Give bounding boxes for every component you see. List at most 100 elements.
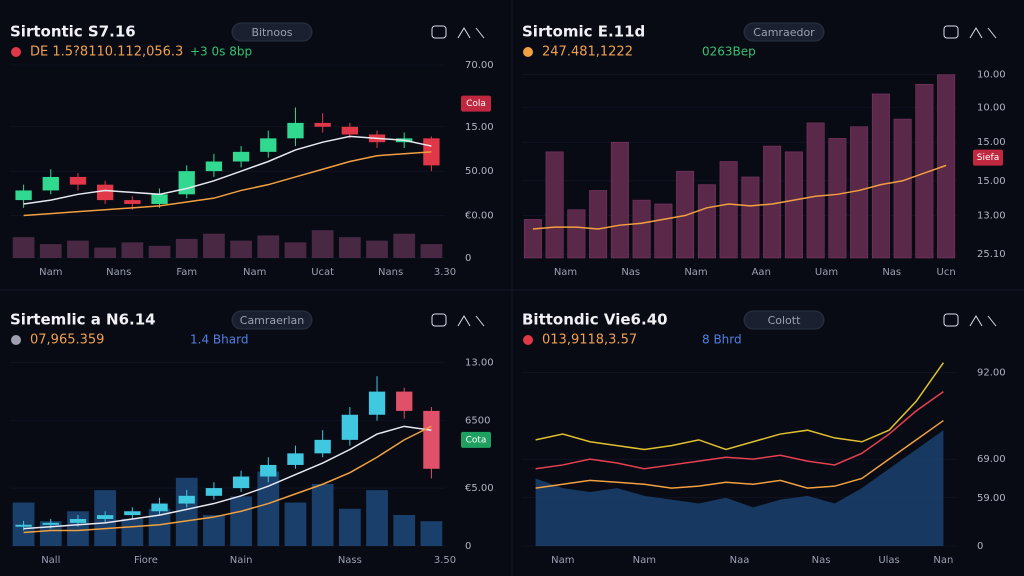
candle-body — [341, 414, 358, 440]
x-tick-label: Nam — [39, 267, 62, 278]
badge-label[interactable]: Bitnoos — [251, 26, 292, 39]
y-tick-label: 0 — [977, 541, 983, 552]
volume-bar — [203, 514, 225, 546]
x-tick-label: Nam — [684, 267, 707, 278]
moving-average — [23, 425, 432, 530]
bar — [871, 93, 890, 259]
volume-bar — [230, 240, 252, 258]
candle-body — [260, 138, 277, 152]
candle-body — [260, 464, 277, 477]
moving-average — [535, 390, 944, 470]
icon-button[interactable] — [457, 27, 485, 39]
candle-body — [124, 511, 141, 516]
candle-body — [314, 122, 331, 127]
price: 247.481,1222 — [542, 45, 633, 60]
moving-average — [535, 362, 945, 451]
price-tag-label: Cota — [466, 435, 487, 445]
y-tick-label: 0 — [465, 253, 471, 264]
badge-label[interactable]: Camraedor — [753, 26, 815, 39]
candle-body — [97, 184, 114, 201]
candle-body — [232, 476, 250, 489]
moving-average — [23, 135, 432, 205]
candle-body — [232, 151, 250, 162]
y-tick-label: 15.00 — [977, 137, 1006, 148]
bar — [763, 145, 782, 259]
candle-body — [314, 439, 331, 454]
x-tick-label: Nain — [230, 555, 253, 566]
area — [535, 430, 944, 546]
candle-body — [151, 503, 168, 512]
y-tick-label: €5.00 — [465, 483, 494, 494]
volume-bar — [148, 508, 171, 546]
icon-button[interactable] — [943, 25, 959, 39]
price: DE 1.5?8110.112,056.3 — [30, 45, 183, 60]
candle-body — [205, 488, 223, 496]
volume-bar — [94, 247, 117, 258]
status-dot — [11, 47, 21, 57]
x-tick-label: Naa — [730, 555, 750, 566]
x-tick-label: Nass — [338, 555, 362, 566]
price: 013,9118,3.57 — [542, 333, 637, 348]
badge[interactable] — [231, 22, 313, 42]
badge-label[interactable]: Camraerlan — [240, 314, 304, 327]
y-tick-label: 0 — [465, 541, 471, 552]
badge[interactable] — [743, 22, 825, 42]
x-tick-label: Nam — [243, 267, 266, 278]
x-tick-label: Ucn — [937, 267, 956, 278]
icon-button[interactable] — [457, 315, 485, 327]
icon-button[interactable] — [943, 313, 959, 327]
volume-bar — [420, 244, 443, 258]
bar — [545, 151, 564, 259]
icon-button[interactable] — [969, 315, 997, 327]
bar — [523, 219, 542, 259]
volume-bar — [284, 502, 307, 546]
candle-body — [42, 176, 59, 191]
bar — [741, 176, 760, 259]
volume-bar — [393, 514, 416, 546]
x-tick-label: Nall — [41, 555, 60, 566]
badge[interactable] — [743, 310, 825, 330]
y-tick-label: 25.10 — [977, 249, 1006, 260]
icon-button[interactable] — [969, 27, 997, 39]
price-tag — [973, 149, 1003, 166]
volume-bar — [393, 233, 416, 258]
y-tick-label: 6500 — [465, 416, 490, 427]
x-tick-label: Nas — [812, 555, 831, 566]
x-tick-label: Aan — [752, 267, 771, 278]
volume-bar — [366, 490, 388, 546]
badge-label[interactable]: Colott — [768, 314, 802, 327]
bar — [784, 151, 803, 259]
icon-button[interactable] — [431, 25, 447, 39]
badge[interactable] — [231, 310, 313, 330]
volume-bar — [175, 238, 198, 258]
candle-body — [396, 391, 413, 411]
candle-body — [151, 194, 168, 204]
candle-body — [97, 515, 114, 519]
icon-button[interactable] — [431, 313, 447, 327]
candle-body — [69, 176, 87, 185]
y-tick-label: 69.00 — [977, 454, 1006, 465]
y-tick-label: €0.00 — [465, 211, 494, 222]
volume-bar — [338, 237, 361, 258]
moving-average — [535, 419, 944, 489]
bar — [589, 190, 608, 259]
volume-bar — [338, 508, 361, 546]
y-tick-label: 70.00 — [465, 60, 494, 71]
bar — [610, 141, 629, 259]
volume-bar — [311, 230, 334, 258]
x-tick-label: 3.50 — [434, 555, 456, 566]
volume-bar — [420, 521, 443, 546]
y-tick-label: 92.00 — [977, 367, 1006, 378]
bar — [915, 84, 934, 259]
volume-bar — [284, 242, 307, 258]
change: 0263Bep — [702, 45, 756, 59]
chart-title: Sirtomic E.11d — [522, 23, 645, 41]
volume-bar — [39, 244, 62, 258]
bar — [567, 209, 586, 259]
moving-average — [532, 164, 947, 230]
candle-body — [178, 495, 195, 504]
x-tick-label: Nas — [621, 267, 640, 278]
moving-average — [23, 425, 432, 534]
x-tick-label: Fiore — [134, 555, 158, 566]
